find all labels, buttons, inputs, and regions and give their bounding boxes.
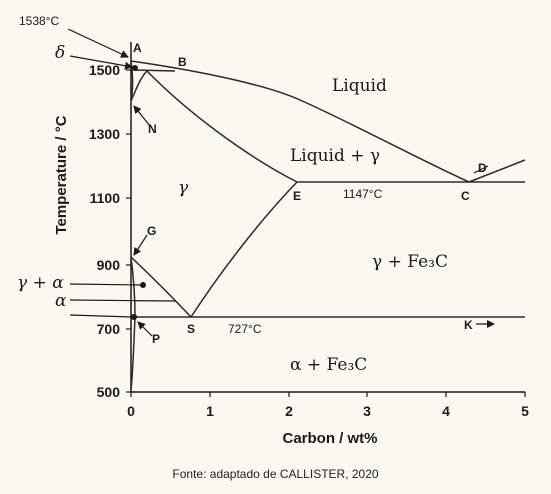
- gamma-alpha-dot: [140, 282, 146, 288]
- point-n-label: N: [148, 122, 157, 136]
- alpha-boundary: [130, 256, 136, 318]
- point-b-label: B: [178, 55, 187, 69]
- x-tick-labels: 0 1 2 3 4 5: [127, 403, 529, 419]
- liquidus-line: [130, 60, 470, 183]
- y-tick-label: 1500: [89, 62, 120, 78]
- gamma-delta-boundary: [130, 70, 148, 102]
- gamma-fe3c-label: γ + Fe₃C: [372, 252, 448, 272]
- x-tick-label: 5: [521, 403, 529, 419]
- eutectoid-temp-label: 727°C: [228, 322, 262, 336]
- point-a-label: A: [133, 41, 142, 55]
- peritectic-line: [134, 69, 176, 72]
- liquidus-line-cd: [468, 159, 526, 183]
- liquid-label: Liquid: [332, 76, 387, 96]
- phase-labels: Liquid Liquid + γ γ γ + Fe₃C α + Fe₃C δ …: [17, 43, 448, 375]
- y-tick-label: 900: [97, 257, 121, 273]
- point-labels: A B C D E G K N P S: [133, 41, 487, 346]
- gamma-label: γ: [178, 178, 189, 198]
- x-tick-label: 0: [127, 403, 135, 419]
- plot-frame: [130, 42, 525, 393]
- y-tick-label: 1300: [89, 126, 120, 142]
- y-tick-label: 500: [97, 384, 121, 400]
- alpha-label: α: [55, 291, 67, 311]
- acm-line: [190, 181, 298, 318]
- y-tick-labels: 500 700 900 1100 1300 1500: [89, 62, 120, 400]
- point-e-label: E: [293, 189, 301, 203]
- y-axis-title: Temperature / °C: [53, 115, 70, 234]
- x-axis-title: Carbon / wt%: [282, 430, 377, 447]
- eutectic-temp-label: 1147°C: [343, 187, 383, 201]
- point-c-label: C: [461, 189, 470, 203]
- a3-line: [130, 256, 192, 318]
- melting-temp-label: 1538°C: [19, 14, 59, 28]
- x-tick-label: 1: [206, 403, 214, 419]
- y-tick-label: 1100: [90, 190, 121, 206]
- x-axis-ticks: [130, 392, 526, 397]
- point-s-label: S: [187, 322, 195, 336]
- alpha-fe3c-label: α + Fe₃C: [290, 355, 367, 375]
- point-k-label: K: [464, 318, 473, 332]
- source-caption: Fonte: adaptado de CALLISTER, 2020: [172, 467, 379, 481]
- gamma-alpha-label: γ + α: [17, 273, 64, 293]
- x-tick-label: 4: [442, 403, 450, 419]
- pointer-arrows: [67, 28, 495, 337]
- y-tick-label: 700: [97, 321, 121, 337]
- alpha-dot: [131, 314, 137, 320]
- x-tick-label: 2: [285, 403, 293, 419]
- point-d-label: D: [478, 161, 487, 175]
- alpha-solvus: [130, 316, 136, 391]
- point-p-label: P: [152, 332, 160, 346]
- y-axis-ticks: [126, 69, 131, 393]
- solidus-line: [146, 70, 298, 183]
- phase-boundaries: [130, 60, 526, 391]
- delta-label: δ: [55, 43, 65, 63]
- delta-dot: [132, 65, 138, 71]
- liquid-gamma-label: Liquid + γ: [290, 146, 380, 166]
- x-tick-label: 3: [363, 403, 371, 419]
- point-g-label: G: [147, 224, 156, 238]
